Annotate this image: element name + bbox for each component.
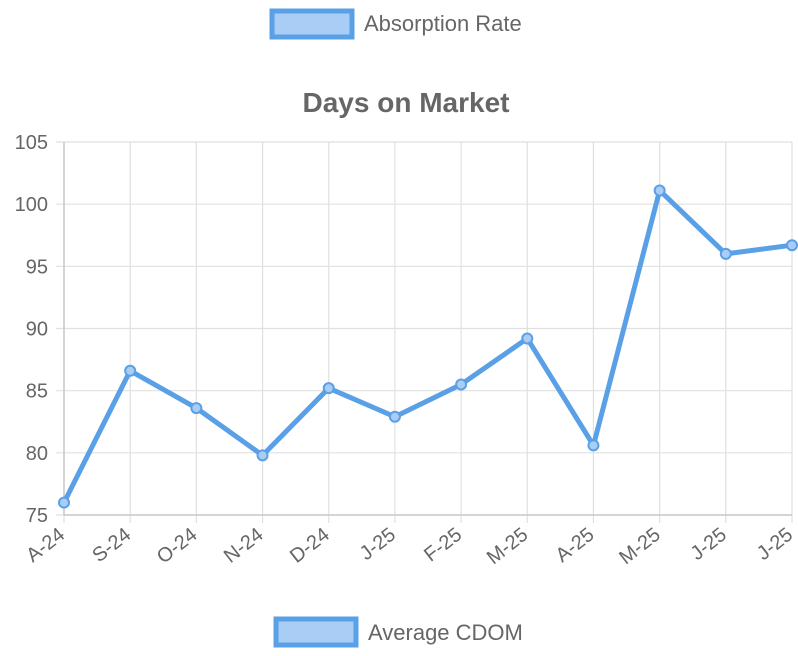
data-point[interactable] [455, 378, 468, 391]
x-tick-label: S-24 [88, 524, 135, 567]
y-tick-label: 75 [26, 505, 48, 527]
data-point[interactable] [256, 449, 269, 462]
x-tick-label: A-24 [22, 524, 69, 567]
axes: 75 80 85 90 95 100 105 A-24 S-24 O-24 N-24 D-24 J-25… [15, 132, 797, 569]
x-tick-label: O-24 [153, 524, 202, 569]
data-point[interactable] [190, 402, 203, 415]
y-tick-label: 95 [26, 256, 48, 278]
bottom-legend-label: Average CDOM [368, 620, 523, 645]
x-tick-label: A-25 [552, 524, 599, 567]
data-point[interactable] [587, 439, 600, 452]
x-tick-label: J-25 [687, 524, 731, 565]
y-tick-label: 80 [26, 443, 48, 465]
top-legend[interactable]: Absorption Rate [269, 8, 522, 40]
data-point[interactable] [521, 332, 534, 345]
y-tick-label: 85 [26, 381, 48, 403]
bottom-legend-swatch [273, 616, 359, 648]
top-legend-swatch [269, 8, 355, 40]
data-point[interactable] [124, 364, 137, 377]
x-tick-label: F-25 [420, 524, 466, 567]
x-tick-label: M-25 [483, 524, 532, 569]
data-point[interactable] [786, 239, 798, 252]
top-legend-label: Absorption Rate [364, 11, 522, 36]
chart-title: Days on Market [303, 87, 510, 118]
data-point[interactable] [322, 382, 335, 395]
bottom-legend[interactable]: Average CDOM [273, 616, 523, 648]
x-tick-label: J-25 [753, 524, 797, 565]
data-point[interactable] [653, 184, 666, 197]
x-tick-label: N-24 [220, 524, 268, 568]
data-point[interactable] [719, 247, 732, 260]
data-point[interactable] [388, 410, 401, 423]
data-point[interactable] [58, 496, 70, 509]
grid [56, 141, 793, 523]
x-tick-label: D-24 [286, 524, 334, 568]
x-tick-label: J-25 [356, 524, 400, 565]
y-tick-label: 100 [15, 194, 48, 216]
series-line [61, 187, 795, 506]
x-tick-label: M-25 [615, 524, 664, 569]
y-tick-label: 90 [26, 319, 48, 341]
series-average-cdom [58, 184, 798, 509]
y-tick-label: 105 [15, 132, 48, 154]
